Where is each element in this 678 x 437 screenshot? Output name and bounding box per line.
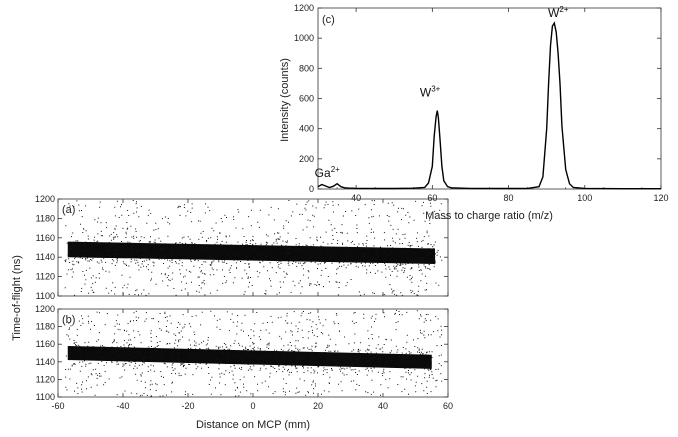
spectrum-y-tick-label: 1200 [294, 3, 314, 13]
tof-x-tick-label: 0 [250, 401, 255, 411]
peak-annotation-charge: 2+ [331, 165, 340, 174]
tof-y-tick-label: 1100 [36, 392, 55, 402]
spectrum-x-tick-label: 120 [653, 193, 668, 203]
tof-y-tick-label: 1120 [36, 374, 55, 384]
tof-y-axis-label: Time-of-flight (ns) [11, 255, 23, 341]
scattered-event-points [64, 200, 443, 296]
tof-panel-b: (b) 1100 1120 1140 1160 1180 1200 -60 -40 -20 0 2… [35, 304, 453, 431]
peak-annotation-charge: 2+ [559, 5, 568, 14]
peak-annotation: Ga2+ [315, 165, 340, 180]
spectrum-panel: (c) 0 200 400 600 800 1000 1200 40 60 80 100 120 G… [279, 3, 669, 222]
peak-annotation-charge: 3+ [431, 85, 440, 94]
tof-y-tick-label: 1120 [36, 272, 55, 282]
tof-x-tick-label: -20 [181, 401, 194, 411]
tof-panel-a: (a) 1100 1120 1140 1160 1180 1200 [35, 194, 449, 301]
peak-annotation-base: W [548, 6, 560, 20]
spectrum-frame [317, 7, 662, 190]
spectrum-y-tick-label: 600 [299, 94, 314, 104]
spectrum-y-tick-label: 400 [299, 124, 314, 134]
tof-x-tick-label: 20 [313, 401, 323, 411]
tof-y-tick-label: 1160 [36, 233, 55, 243]
spectrum-x-axis-label: Mass to charge ratio (m/z) [425, 210, 553, 222]
spectrum-y-tick-label: 1000 [294, 33, 314, 43]
spectrum-y-axis-label: Intensity (counts) [279, 58, 291, 142]
tof-y-tick-label: 1180 [36, 322, 55, 332]
tof-y-tick-label: 1200 [35, 304, 55, 314]
tof-x-tick-label: -40 [116, 401, 129, 411]
event-density-band [67, 345, 432, 369]
spectrum-x-tick-label: 100 [577, 193, 592, 203]
spectrum-x-tick-label: 80 [504, 193, 514, 203]
peak-annotation-base: W [420, 86, 432, 100]
peak-annotation: W3+ [420, 85, 441, 100]
tof-y-tick-label: 1200 [35, 194, 55, 204]
tof-x-axis-label: Distance on MCP (mm) [196, 419, 310, 431]
event-density-band [67, 241, 435, 264]
tof-x-tick-label: -60 [51, 401, 64, 411]
tof-y-tick-label: 1180 [36, 213, 55, 223]
tof-y-tick-label: 1100 [36, 291, 55, 301]
spectrum-panel-label: (c) [322, 14, 335, 26]
tof-y-tick-label: 1140 [36, 252, 55, 262]
spectrum-series-line [317, 21, 661, 190]
tof-x-tick-label: 40 [378, 401, 388, 411]
peak-annotation: W2+ [548, 5, 569, 20]
spectrum-x-tick-label: 60 [427, 193, 437, 203]
tof-x-tick-label: 60 [443, 401, 453, 411]
panel-b-label: (b) [62, 314, 75, 326]
tof-y-tick-label: 1140 [36, 357, 55, 367]
panel-a-label: (a) [62, 204, 75, 216]
peak-annotation-base: Ga [315, 166, 331, 180]
spectrum-y-tick-label: 200 [299, 154, 314, 164]
tof-y-tick-label: 1160 [36, 339, 55, 349]
spectrum-y-tick-label: 0 [309, 184, 314, 194]
spectrum-x-tick-label: 40 [351, 193, 361, 203]
spectrum-y-tick-label: 800 [299, 63, 314, 73]
